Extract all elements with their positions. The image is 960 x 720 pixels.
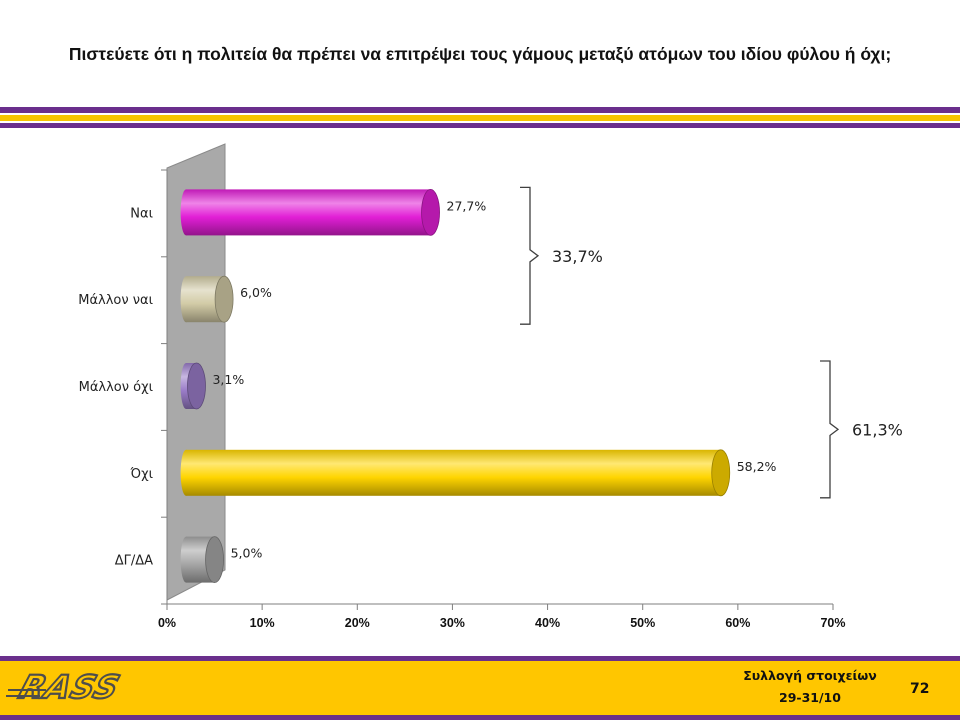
footer-dates: 29-31/10: [779, 690, 841, 705]
bracket: [820, 360, 840, 499]
stripe-purple-bottom: [0, 123, 960, 128]
bar-base: [180, 536, 192, 583]
bar-cap: [711, 449, 731, 497]
bar-cap: [205, 536, 224, 583]
page-number: 72: [910, 681, 930, 697]
header-stripes: [0, 107, 960, 129]
data-label: 27,7%: [447, 198, 487, 213]
bar-body: [186, 189, 431, 236]
x-tick-label: 0%: [158, 616, 176, 630]
bar-base: [180, 276, 192, 323]
bracket: [520, 186, 540, 325]
rass-logo: RASS: [6, 668, 126, 707]
category-label: Μάλλον ναι: [78, 293, 153, 308]
category-label: Ναι: [130, 206, 153, 221]
x-tick-label: 40%: [535, 616, 560, 630]
bar-base: [180, 449, 192, 496]
x-tick-label: 70%: [820, 616, 845, 630]
data-label: 58,2%: [737, 459, 777, 474]
footer-stripe-bottom: [0, 715, 960, 720]
stripe-yellow: [0, 115, 960, 121]
data-label: 3,1%: [212, 372, 244, 387]
bar-cap: [421, 188, 440, 236]
bar-base: [180, 189, 192, 236]
bracket-total-label: 61,3%: [852, 420, 903, 439]
bar-cap: [214, 275, 234, 323]
x-tick-label: 50%: [630, 616, 655, 630]
footer-bar: [0, 656, 960, 720]
bar-chart: 0% 10% 20% 30% 40% 50% 60% 70% Ναι 27,7% Μάλλον να…: [78, 143, 903, 630]
footer-collection-label: Συλλογή στοιχείων: [743, 668, 877, 683]
logo-text: RASS: [14, 669, 124, 706]
x-tick-label: 20%: [345, 616, 370, 630]
category-label: Μάλλον όχι: [79, 380, 153, 395]
bar-cap: [187, 362, 206, 410]
stripe-purple-top: [0, 107, 960, 113]
x-tick-label: 30%: [440, 616, 465, 630]
bar-body: [186, 449, 721, 496]
category-label: Όχι: [130, 467, 153, 482]
bracket-total-label: 33,7%: [552, 247, 603, 266]
data-label: 5,0%: [231, 546, 263, 561]
page-title: Πιστεύετε ότι η πολιτεία θα πρέπει να επ…: [68, 44, 892, 64]
footer-stripe-top: [0, 656, 960, 661]
x-tick-label: 60%: [725, 616, 750, 630]
x-tick-label: 10%: [250, 616, 275, 630]
category-label: ΔΓ/ΔΑ: [115, 554, 153, 569]
data-label: 6,0%: [240, 285, 272, 300]
